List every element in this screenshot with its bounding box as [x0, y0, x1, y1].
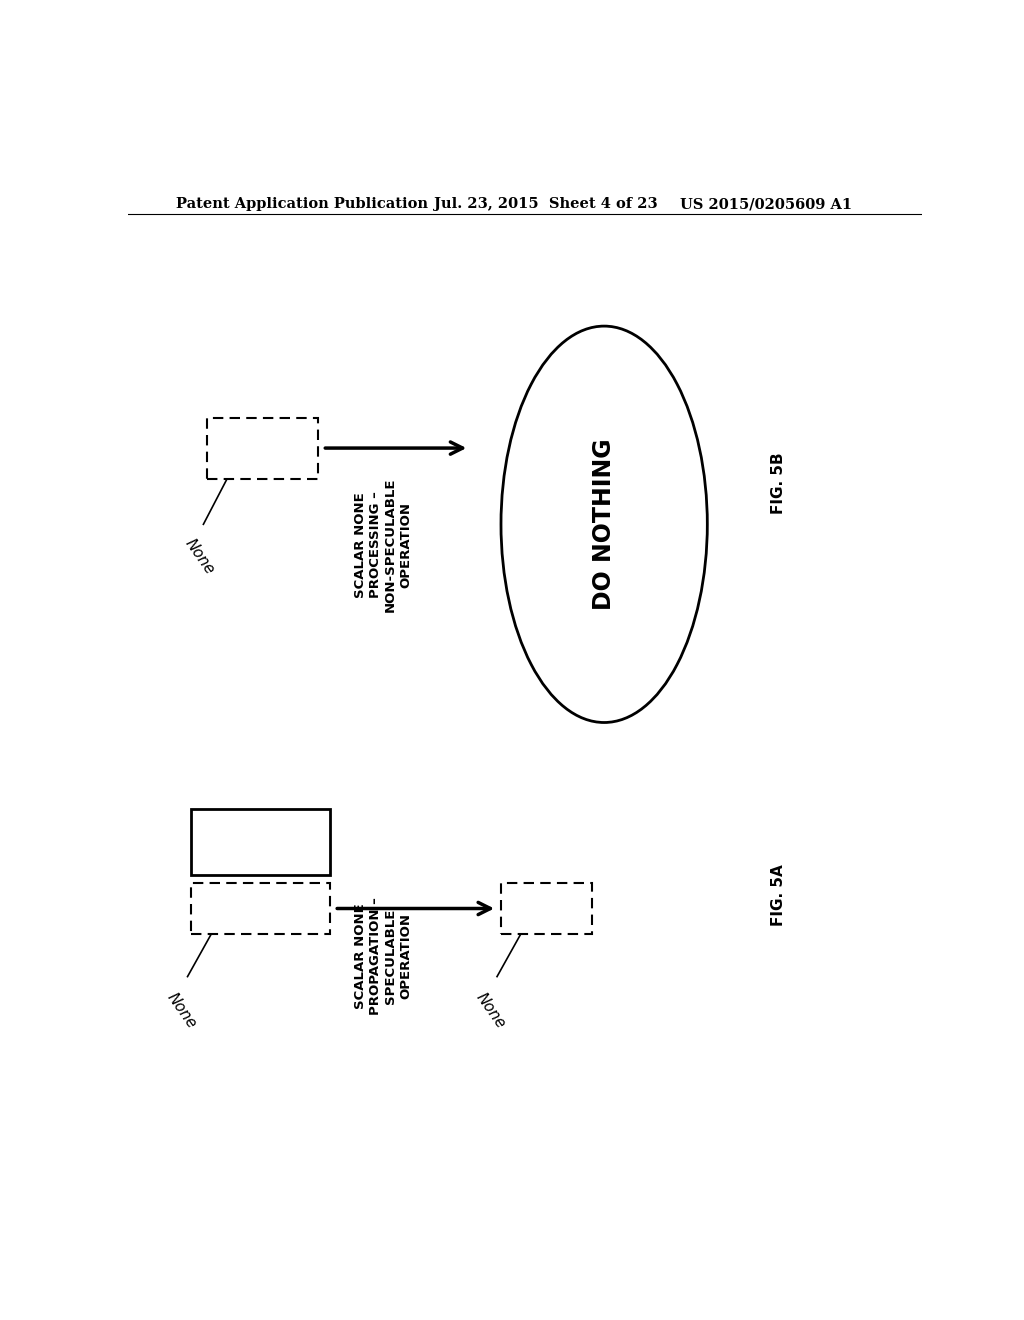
Text: DO NOTHING: DO NOTHING [592, 438, 616, 610]
Text: FIG. 5B: FIG. 5B [771, 453, 786, 515]
Text: SCALAR NONE
PROCESSING –
NON-SPECULABLE
OPERATION: SCALAR NONE PROCESSING – NON-SPECULABLE … [354, 478, 413, 612]
Text: US 2015/0205609 A1: US 2015/0205609 A1 [680, 197, 852, 211]
Text: None: None [182, 536, 217, 578]
Text: None: None [164, 990, 199, 1031]
FancyBboxPatch shape [207, 417, 318, 479]
Ellipse shape [501, 326, 708, 722]
FancyBboxPatch shape [501, 883, 592, 935]
FancyBboxPatch shape [191, 883, 331, 935]
Text: Jul. 23, 2015  Sheet 4 of 23: Jul. 23, 2015 Sheet 4 of 23 [433, 197, 657, 211]
Text: SCALAR NONE
PROPAGATION –
SPECULABLE
OPERATION: SCALAR NONE PROPAGATION – SPECULABLE OPE… [354, 898, 413, 1015]
Text: None: None [473, 990, 508, 1031]
Text: FIG. 5A: FIG. 5A [771, 865, 786, 927]
Text: Patent Application Publication: Patent Application Publication [176, 197, 428, 211]
FancyBboxPatch shape [191, 809, 331, 875]
